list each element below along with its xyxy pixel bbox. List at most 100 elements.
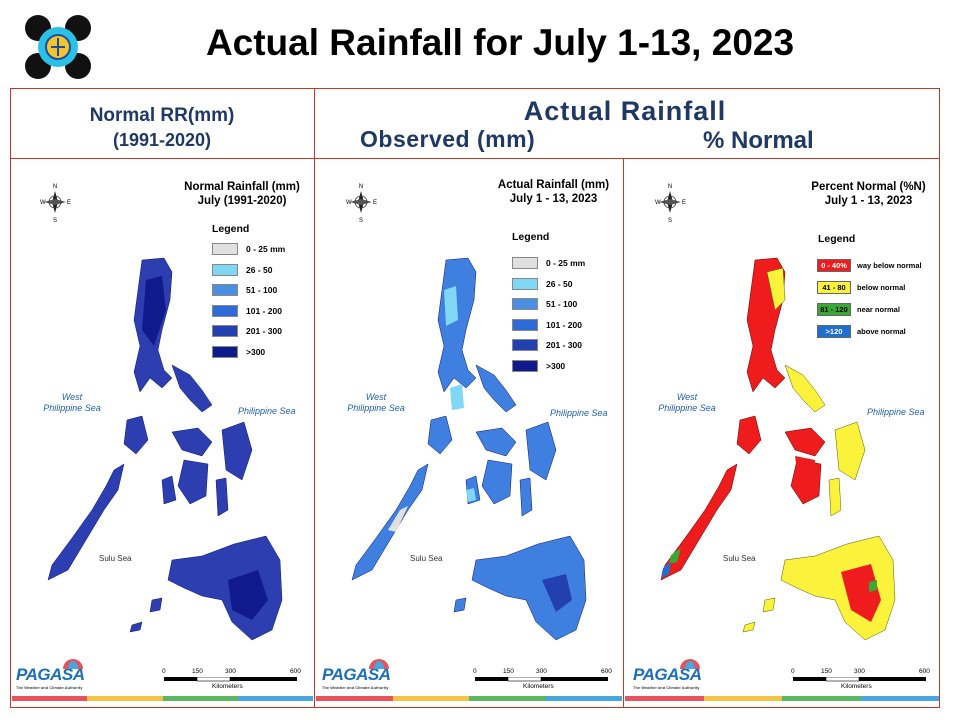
legend-item: 0 - 25 mm — [512, 256, 585, 270]
legend-item: 101 - 200 — [212, 304, 282, 318]
legend-item: >300 — [512, 359, 565, 373]
panel-title: Normal Rainfall (mm) July (1991-2020) — [172, 180, 312, 208]
legend-label: 51 - 100 — [246, 285, 278, 295]
legend-label: >300 — [246, 346, 266, 357]
panel-title: Actual Rainfall (mm) July 1 - 13, 2023 — [486, 178, 621, 206]
panel-title-line2: July 1 - 13, 2023 — [824, 195, 913, 207]
compass-icon: N W E S — [40, 184, 71, 224]
west-sea-line1: West — [61, 392, 83, 402]
legend-swatch: 0 - 40% — [817, 258, 851, 272]
panel-title-line1: Normal Rainfall (mm) — [184, 181, 300, 193]
legend-swatch — [512, 298, 538, 310]
west-sea-line1: West — [365, 392, 387, 402]
legend-swatch — [212, 284, 238, 296]
legend-swatch — [512, 339, 538, 351]
color-bar — [316, 696, 622, 701]
legend-label: 101 - 200 — [246, 305, 282, 316]
pagasa-wordmark: PAGASA The Weather and Climate Authority — [322, 665, 391, 690]
column-divider-2 — [623, 158, 624, 708]
west-sea-line2: Philippine Sea — [658, 403, 716, 413]
legend-title: Legend — [512, 231, 550, 243]
panel-title-line2: July 1 - 13, 2023 — [509, 193, 598, 205]
legend-swatch — [212, 345, 238, 358]
west-philippine-sea-label: West Philippine Sea — [647, 392, 727, 414]
pagasa-wordmark: PAGASA The Weather and Climate Authority — [16, 665, 85, 690]
panel-title-line1: Percent Normal (%N) — [811, 181, 926, 193]
scale-bar: 0 150 300 600 Kilometers — [473, 668, 612, 690]
west-philippine-sea-label: West Philippine Sea — [336, 392, 416, 414]
svg-text:W: W — [346, 200, 352, 206]
legend-label: 201 - 300 — [246, 326, 282, 336]
legend-label: 0 - 25 mm — [546, 258, 586, 268]
legend-item: >300 — [212, 345, 265, 359]
legend-swatch — [512, 318, 538, 331]
legend-item: 41 - 80 below normal — [817, 280, 905, 294]
slide-title: Actual Rainfall for July 1-13, 2023 — [205, 22, 795, 63]
legend-swatch: >120 — [817, 324, 851, 338]
table-frame — [10, 88, 940, 708]
svg-text:N: N — [668, 184, 672, 190]
legend-swatch — [512, 257, 538, 269]
philippines-map — [351, 257, 587, 641]
color-bar — [12, 696, 313, 701]
west-philippine-sea-label: West Philippine Sea — [32, 392, 112, 414]
svg-text:E: E — [67, 200, 71, 206]
header-normal-line2: (1991-2020) — [112, 130, 212, 150]
legend-description: near normal — [857, 304, 900, 314]
column-divider-1 — [314, 88, 315, 708]
map-panel-normal: N W E S Normal Rainfall (mm) July (1991-… — [12, 160, 313, 707]
legend-label: >300 — [546, 360, 566, 371]
sulu-sea-label: Sulu Sea — [410, 554, 443, 563]
legend-item: 101 - 200 — [512, 318, 582, 332]
header-divider — [10, 158, 940, 159]
legend-description: way below normal — [857, 260, 922, 270]
color-bar — [625, 696, 939, 701]
map-panel-observed: N W E S Actual Rainfall (mm) July 1 - 13… — [316, 160, 622, 707]
svg-text:W: W — [40, 200, 46, 206]
legend-item: 51 - 100 — [512, 297, 577, 311]
legend-swatch — [512, 277, 538, 290]
legend-item: 0 - 25 mm — [212, 242, 285, 256]
legend-swatch: 81 - 120 — [817, 302, 851, 316]
philippine-sea-label: Philippine Sea — [867, 407, 925, 417]
svg-text:S: S — [359, 218, 363, 224]
sulu-sea-label: Sulu Sea — [723, 554, 756, 563]
legend-title: Legend — [818, 233, 856, 245]
legend-item: 0 - 40% way below normal — [817, 258, 922, 272]
header-actual: Actual Rainfall — [523, 96, 727, 126]
legend: 0 - 40% way below normal 41 - 80 below norm… — [817, 258, 935, 348]
header-percent: % Normal — [703, 127, 814, 154]
legend: 0 - 25 mm 26 - 50 51 - 100 101 - 200 201 - 3… — [512, 256, 612, 381]
legend-label: 26 - 50 — [546, 278, 573, 289]
header-normal-line1: Normal RR(mm) — [89, 105, 235, 126]
compass-n: N — [53, 184, 57, 190]
map-panel-percent-normal: N W E S Percent Normal (%N) July 1 - 13,… — [625, 160, 939, 707]
pagasa-wordmark: PAGASA The Weather and Climate Authority — [633, 665, 702, 690]
philippine-sea-label: Philippine Sea — [550, 408, 608, 418]
legend-swatch — [512, 359, 538, 372]
svg-text:W: W — [655, 200, 661, 206]
header-observed: Observed (mm) — [360, 126, 536, 152]
legend-swatch — [212, 304, 238, 317]
legend-title: Legend — [212, 223, 250, 235]
philippine-sea-label: Philippine Sea — [238, 406, 296, 416]
svg-text:N: N — [359, 184, 363, 190]
legend-description: below normal — [857, 282, 906, 292]
svg-text:E: E — [682, 200, 686, 206]
west-sea-line1: West — [676, 392, 698, 402]
legend-swatch — [212, 263, 238, 276]
umbrella-icon — [679, 657, 701, 671]
scale-bar: 0 150 300 600 Kilometers — [162, 668, 301, 690]
legend-item: 26 - 50 — [212, 263, 272, 277]
pagasa-logo — [24, 14, 92, 80]
header-normal: Normal RR(mm) (1991-2020) — [12, 103, 312, 153]
svg-text:S: S — [53, 218, 57, 224]
legend-label: 51 - 100 — [546, 299, 578, 309]
legend-swatch — [212, 243, 238, 255]
panel-title-line1: Actual Rainfall (mm) — [497, 179, 610, 191]
philippines-map — [660, 257, 896, 641]
legend: 0 - 25 mm 26 - 50 51 - 100 101 - 200 201 - 3… — [212, 242, 312, 367]
panel-title-line2: July (1991-2020) — [197, 195, 287, 207]
legend-item: 201 - 300 — [512, 338, 582, 352]
legend-item: 201 - 300 — [212, 324, 282, 338]
